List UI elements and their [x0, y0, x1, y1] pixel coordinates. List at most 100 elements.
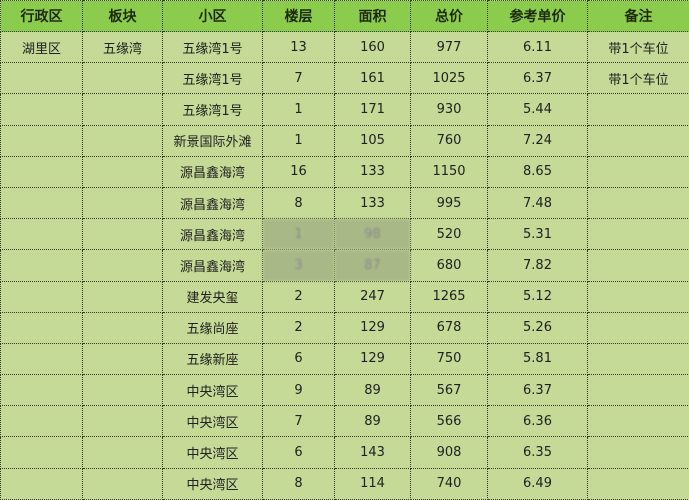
- cell-size: 143: [334, 436, 411, 469]
- cell-unit-price: 5.12: [487, 280, 588, 313]
- cell-floor: 13: [262, 30, 335, 64]
- cell-unit-price: 7.82: [487, 249, 588, 282]
- cell-remark: [587, 280, 689, 313]
- header-total-price: 总价: [410, 0, 488, 32]
- cell-total-price: 908: [410, 436, 488, 469]
- cell-community: 中央湾区: [162, 374, 263, 407]
- cell-size: 129: [334, 311, 411, 344]
- cell-area-block: [82, 405, 163, 438]
- cell-area-block: [82, 280, 163, 313]
- table-row: 五缘新座 6 129 750 5.81: [0, 342, 689, 376]
- cell-district: [0, 249, 83, 282]
- cell-remark: 带1个车位: [587, 30, 689, 64]
- cell-district: [0, 405, 83, 438]
- table-row: 源昌鑫海湾 3 87 680 7.82: [0, 249, 689, 282]
- cell-total-price: 977: [410, 30, 488, 64]
- cell-total-price: 930: [410, 93, 488, 126]
- table-row: 五缘湾1号 1 171 930 5.44: [0, 93, 689, 126]
- table-row: 新景国际外滩 1 105 760 7.24: [0, 124, 689, 157]
- cell-floor: 8: [262, 467, 335, 500]
- cell-remark: 带1个车位: [587, 62, 689, 95]
- cell-unit-price: 7.48: [487, 186, 588, 220]
- cell-district: [0, 186, 83, 220]
- cell-size: 133: [334, 186, 411, 220]
- cell-district: [0, 311, 83, 344]
- cell-area-block: [82, 218, 163, 251]
- cell-area-block: [82, 436, 163, 469]
- cell-community: 五缘尚座: [162, 311, 263, 344]
- cell-community: 源昌鑫海湾: [162, 249, 263, 282]
- cell-size: 89: [334, 405, 411, 438]
- cell-remark: [587, 218, 689, 251]
- cell-district: [0, 436, 83, 469]
- cell-area-block: [82, 93, 163, 126]
- cell-area-block: [82, 155, 163, 188]
- table-row: 中央湾区 7 89 566 6.36: [0, 405, 689, 438]
- cell-district: [0, 124, 83, 157]
- cell-total-price: 750: [410, 342, 488, 376]
- cell-total-price: 567: [410, 374, 488, 407]
- cell-community: 建发央玺: [162, 280, 263, 313]
- cell-floor: 3: [262, 249, 335, 282]
- cell-floor: 6: [262, 436, 335, 469]
- cell-area-block: [82, 62, 163, 95]
- cell-district: [0, 374, 83, 407]
- cell-total-price: 566: [410, 405, 488, 438]
- cell-size: 160: [334, 30, 411, 64]
- cell-community: 中央湾区: [162, 436, 263, 469]
- cell-remark: [587, 374, 689, 407]
- cell-unit-price: 5.81: [487, 342, 588, 376]
- table-row: 五缘尚座 2 129 678 5.26: [0, 311, 689, 344]
- table-row: 中央湾区 8 114 740 6.49: [0, 467, 689, 500]
- cell-unit-price: 6.36: [487, 405, 588, 438]
- cell-unit-price: 5.31: [487, 218, 588, 251]
- cell-area-block: 五缘湾: [82, 30, 163, 64]
- header-area-block: 板块: [82, 0, 163, 32]
- cell-floor: 6: [262, 342, 335, 376]
- cell-size: 89: [334, 374, 411, 407]
- cell-district: [0, 342, 83, 376]
- cell-remark: [587, 311, 689, 344]
- cell-total-price: 678: [410, 311, 488, 344]
- cell-area-block: [82, 342, 163, 376]
- cell-remark: [587, 186, 689, 220]
- cell-community: 五缘新座: [162, 342, 263, 376]
- cell-size: 247: [334, 280, 411, 313]
- table-row: 源昌鑫海湾 16 133 1150 8.65: [0, 155, 689, 188]
- table-row: 五缘湾1号 7 161 1025 6.37 带1个车位: [0, 62, 689, 95]
- cell-unit-price: 6.37: [487, 62, 588, 95]
- header-row: 行政区 板块 小区 楼层 面积 总价 参考单价 备注: [0, 0, 689, 32]
- cell-community: 五缘湾1号: [162, 93, 263, 126]
- cell-unit-price: 6.49: [487, 467, 588, 500]
- cell-floor: 2: [262, 280, 335, 313]
- cell-remark: [587, 249, 689, 282]
- cell-floor: 16: [262, 155, 335, 188]
- cell-remark: [587, 93, 689, 126]
- cell-community: 源昌鑫海湾: [162, 218, 263, 251]
- header-community: 小区: [162, 0, 263, 32]
- table-row: 源昌鑫海湾 1 98 520 5.31: [0, 218, 689, 251]
- cell-total-price: 1265: [410, 280, 488, 313]
- cell-floor: 1: [262, 124, 335, 157]
- cell-remark: [587, 436, 689, 469]
- table-row: 中央湾区 6 143 908 6.35: [0, 436, 689, 469]
- cell-total-price: 680: [410, 249, 488, 282]
- cell-district: [0, 155, 83, 188]
- cell-floor: 9: [262, 374, 335, 407]
- table-row: 建发央玺 2 247 1265 5.12: [0, 280, 689, 313]
- cell-district: [0, 280, 83, 313]
- cell-total-price: 995: [410, 186, 488, 220]
- cell-community: 中央湾区: [162, 467, 263, 500]
- cell-total-price: 760: [410, 124, 488, 157]
- header-remark: 备注: [587, 0, 689, 32]
- cell-size: 161: [334, 62, 411, 95]
- cell-floor: 7: [262, 405, 335, 438]
- cell-area-block: [82, 186, 163, 220]
- cell-community: 新景国际外滩: [162, 124, 263, 157]
- header-size: 面积: [334, 0, 411, 32]
- cell-floor: 1: [262, 93, 335, 126]
- cell-total-price: 520: [410, 218, 488, 251]
- cell-size: 87: [334, 249, 411, 282]
- cell-remark: [587, 342, 689, 376]
